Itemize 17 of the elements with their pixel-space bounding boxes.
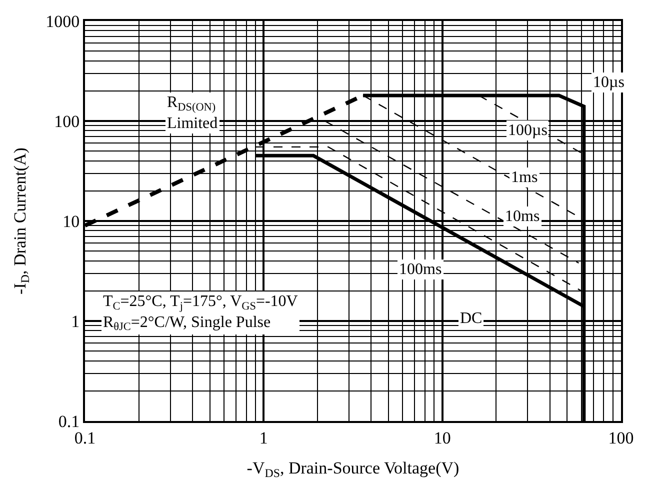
text: T$_{C}$=25°C, T$_{j}$=175°, V$_{GS}$=-10V R$_{θJC}$=2°C/W, Single Pulse — [103, 293, 298, 334]
annotation: 100ms — [399, 261, 442, 278]
annotation: DC — [460, 310, 482, 327]
x-tick-label: 100 — [608, 428, 634, 448]
annotation: 10ms — [505, 208, 540, 225]
annotation: R$_{DS(ON)}$ Limited — [167, 94, 218, 132]
y-tick-label: 1 — [71, 312, 80, 331]
y-tick-label: 100 — [54, 112, 80, 131]
y-tick-label: 1000 — [46, 12, 80, 31]
annotation: 100µs — [508, 122, 548, 139]
y-tick-label: 10 — [62, 212, 80, 231]
annotation: 10µs — [593, 74, 624, 91]
annotation: 1ms — [511, 169, 538, 186]
x-axis-title: -V$_{DS}$, Drain-Source Voltage(V) — [246, 458, 460, 480]
x-tick-label: 1 — [259, 428, 268, 448]
y-tick-label: 0.1 — [58, 412, 80, 431]
x-tick-label: 10 — [434, 428, 451, 448]
